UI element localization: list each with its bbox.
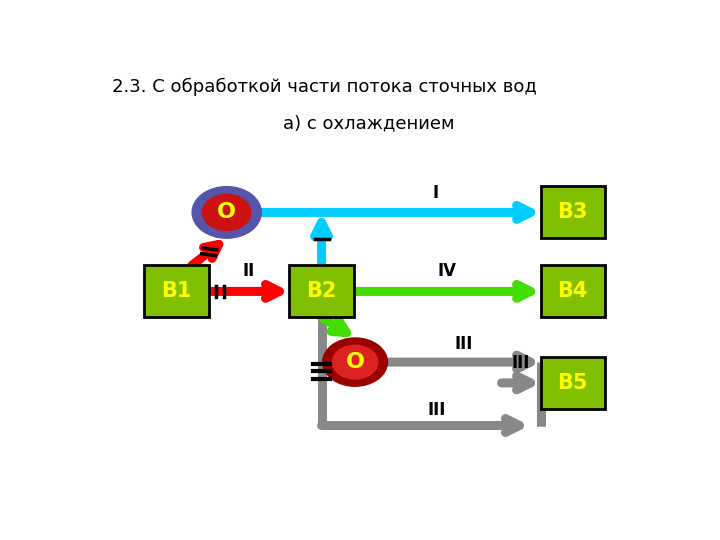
Circle shape <box>333 345 378 379</box>
Text: О: О <box>346 352 364 372</box>
Text: I: I <box>433 184 439 202</box>
FancyBboxPatch shape <box>289 266 354 318</box>
Circle shape <box>323 338 387 386</box>
Text: III: III <box>512 354 530 373</box>
Text: II: II <box>243 262 255 280</box>
Text: а) с охлаждением: а) с охлаждением <box>283 114 455 133</box>
Text: III: III <box>455 335 473 353</box>
FancyBboxPatch shape <box>541 266 605 318</box>
Text: IV: IV <box>438 262 456 280</box>
Circle shape <box>202 194 251 231</box>
Text: B3: B3 <box>557 202 588 222</box>
Text: 2.3. С обработкой части потока сточных вод: 2.3. С обработкой части потока сточных в… <box>112 77 537 96</box>
Text: III: III <box>428 401 446 419</box>
Circle shape <box>192 187 261 238</box>
FancyBboxPatch shape <box>541 186 605 238</box>
Text: B5: B5 <box>557 373 588 393</box>
Text: B2: B2 <box>307 281 337 301</box>
FancyBboxPatch shape <box>541 357 605 409</box>
Text: B1: B1 <box>161 281 192 301</box>
Text: О: О <box>217 202 236 222</box>
FancyBboxPatch shape <box>145 266 209 318</box>
Text: B4: B4 <box>557 281 588 301</box>
